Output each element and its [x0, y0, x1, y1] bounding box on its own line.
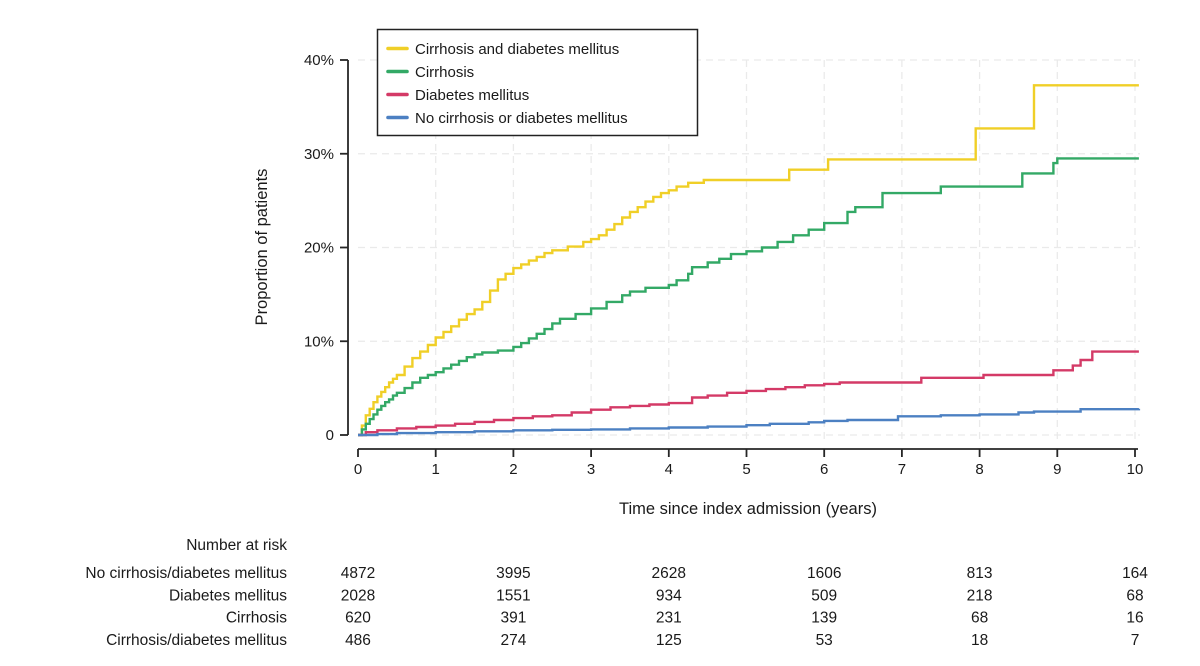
series-diabetes-mellitus — [358, 350, 1139, 437]
x-tick-label-7: 7 — [898, 461, 906, 478]
y-tick-label-40: 40% — [304, 52, 334, 69]
risk-value-cirrhosis-diabetes-mellitus-t6: 53 — [816, 632, 833, 649]
y-axis-title: Proportion of patients — [253, 169, 271, 326]
risk-row-label-cirrhosis: Cirrhosis — [226, 610, 287, 627]
risk-value-no-cirrhosis-diabetes-mellitus-t6: 1606 — [807, 565, 841, 582]
legend-item-label-diabetes-mellitus: Diabetes mellitus — [415, 87, 529, 104]
x-tick-label-0: 0 — [354, 461, 362, 478]
risk-value-no-cirrhosis-diabetes-mellitus-t4: 2628 — [652, 565, 686, 582]
number-at-risk-table: No cirrhosis/diabetes mellitus 4872 3995 26… — [85, 565, 1148, 649]
x-tick-label-6: 6 — [820, 461, 828, 478]
risk-value-diabetes-mellitus-t6: 509 — [811, 587, 837, 604]
risk-value-no-cirrhosis-diabetes-mellitus-t8: 813 — [967, 565, 993, 582]
y-tick-label-20: 20% — [304, 240, 334, 257]
risk-value-cirrhosis-t2: 391 — [500, 610, 526, 627]
x-tick-label-3: 3 — [587, 461, 595, 478]
risk-value-cirrhosis-t8: 68 — [971, 610, 988, 627]
risk-value-cirrhosis-t10: 16 — [1126, 610, 1143, 627]
risk-value-cirrhosis-diabetes-mellitus-t2: 274 — [500, 632, 526, 649]
legend-item-label-cirrhosis-and-diabetes-mellitus: Cirrhosis and diabetes mellitus — [415, 41, 619, 58]
risk-row-label-cirrhosis-diabetes-mellitus: Cirrhosis/diabetes mellitus — [106, 632, 287, 649]
risk-value-no-cirrhosis-diabetes-mellitus-t10: 164 — [1122, 565, 1148, 582]
axes — [340, 59, 1138, 457]
risk-value-diabetes-mellitus-t8: 218 — [967, 587, 993, 604]
x-tick-label-1: 1 — [432, 461, 440, 478]
x-tick-label-4: 4 — [665, 461, 673, 478]
legend: Cirrhosis and diabetes mellitus Cirrhosis… — [376, 28, 699, 137]
legend-item-label-cirrhosis: Cirrhosis — [415, 64, 474, 81]
x-tick-label-10: 10 — [1127, 461, 1144, 478]
x-tick-label-5: 5 — [742, 461, 750, 478]
risk-value-diabetes-mellitus-t10: 68 — [1126, 587, 1143, 604]
risk-value-diabetes-mellitus-t0: 2028 — [341, 587, 375, 604]
risk-value-cirrhosis-diabetes-mellitus-t4: 125 — [656, 632, 682, 649]
y-tick-label-10: 10% — [304, 333, 334, 350]
risk-row-label-diabetes-mellitus: Diabetes mellitus — [169, 587, 287, 604]
series-cirrhosis — [358, 157, 1139, 437]
risk-value-diabetes-mellitus-t4: 934 — [656, 587, 682, 604]
risk-value-cirrhosis-t4: 231 — [656, 610, 682, 627]
risk-value-cirrhosis-t0: 620 — [345, 610, 371, 627]
series-cirrhosis-and-diabetes-mellitus — [358, 84, 1139, 437]
y-tick-label-0: 0 — [326, 427, 334, 444]
risk-value-cirrhosis-diabetes-mellitus-t0: 486 — [345, 632, 371, 649]
risk-value-cirrhosis-t6: 139 — [811, 610, 837, 627]
x-tick-label-9: 9 — [1053, 461, 1061, 478]
tick-labels: 0 10% 20% 30% 40% 0 1 2 3 4 5 6 7 8 9 10 — [304, 52, 1143, 478]
legend-box — [376, 28, 699, 137]
x-tick-label-8: 8 — [975, 461, 983, 478]
y-tick-label-30: 30% — [304, 146, 334, 163]
data-series — [358, 84, 1141, 437]
risk-row-label-no-cirrhosis-diabetes-mellitus: No cirrhosis/diabetes mellitus — [85, 565, 287, 582]
series-no-cirrhosis-or-diabetes-mellitus — [358, 408, 1141, 437]
risk-value-no-cirrhosis-diabetes-mellitus-t0: 4872 — [341, 565, 375, 582]
x-axis-title: Time since index admission (years) — [619, 500, 877, 518]
risk-value-diabetes-mellitus-t2: 1551 — [496, 587, 530, 604]
risk-value-cirrhosis-diabetes-mellitus-t10: 7 — [1131, 632, 1140, 649]
x-tick-label-2: 2 — [509, 461, 517, 478]
risk-value-no-cirrhosis-diabetes-mellitus-t2: 3995 — [496, 565, 530, 582]
risk-table-header: Number at risk — [186, 537, 287, 554]
legend-item-label-no-cirrhosis-or-diabetes-mellitus: No cirrhosis or diabetes mellitus — [415, 110, 628, 127]
risk-value-cirrhosis-diabetes-mellitus-t8: 18 — [971, 632, 988, 649]
